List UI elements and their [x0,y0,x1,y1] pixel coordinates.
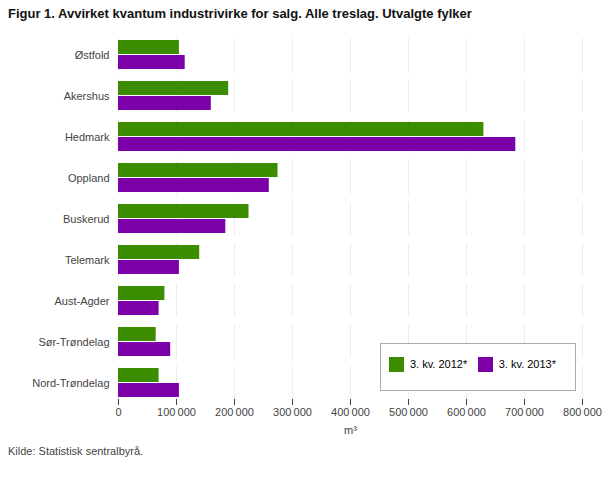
svg-text:200 000: 200 000 [215,406,254,418]
svg-text:m³: m³ [344,424,357,436]
svg-text:300 000: 300 000 [273,406,312,418]
svg-text:700 000: 700 000 [505,406,544,418]
svg-text:800 000: 800 000 [563,406,602,418]
html-text:Kilde: Statistisk sentralbyrå.: Kilde: Statistisk sentralbyrå. [8,445,144,457]
svg-text:Nord-Trøndelag: Nord-Trøndelag [32,377,109,389]
svg-text:Aust-Agder: Aust-Agder [54,295,109,307]
svg-text:Oppland: Oppland [68,172,110,184]
html-text:3. kv. 2013*: 3. kv. 2013* [498,358,556,370]
svg-text:0: 0 [115,406,121,418]
html-text:3. kv. 2012*: 3. kv. 2012* [409,358,468,370]
svg-text:Østfold: Østfold [75,49,110,61]
svg-text:Hedmark: Hedmark [65,131,110,143]
svg-text:600 000: 600 000 [447,406,486,418]
svg-text:Sør-Trøndelag: Sør-Trøndelag [38,336,109,348]
svg-text:Buskerud: Buskerud [63,213,109,225]
svg-text:400 000: 400 000 [331,406,370,418]
svg-text:100 000: 100 000 [157,406,196,418]
svg-text:Telemark: Telemark [65,254,110,266]
svg-text:500 000: 500 000 [389,406,428,418]
svg-text:Akershus: Akershus [64,90,110,102]
html-text:Figur 1. Avvirket kvantum indu: Figur 1. Avvirket kvantum industrivirke … [8,6,472,21]
